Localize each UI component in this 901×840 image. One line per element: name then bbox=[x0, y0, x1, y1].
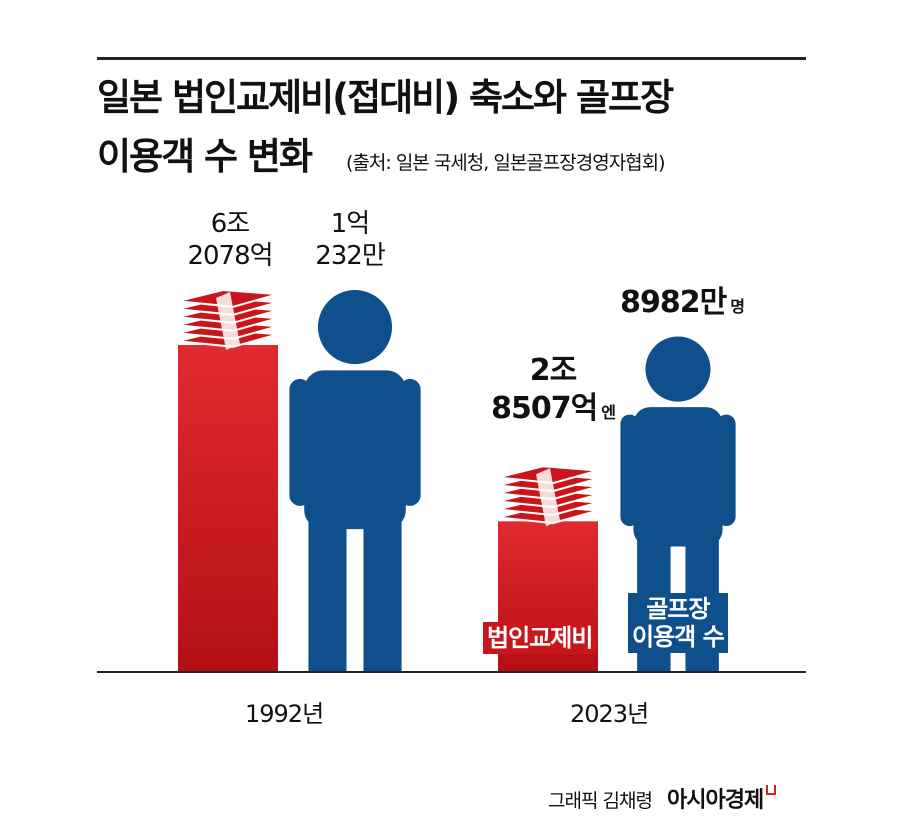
value-label-golf-2023-line1: 8982만 bbox=[620, 285, 727, 320]
value-label-expense-2023: 2조 8507억 엔 bbox=[478, 352, 628, 432]
bar-expense-1992년 bbox=[178, 345, 278, 671]
graphic-credit: 그래픽 김채령 bbox=[548, 790, 653, 812]
money-stack-icon bbox=[497, 465, 599, 527]
person-icon bbox=[289, 290, 421, 671]
chart-title-line1: 일본 법인교제비(접대비) 축소와 골프장 bbox=[97, 76, 674, 119]
chart-source: (출처: 일본 국세청, 일본골프장경영자협회) bbox=[346, 152, 666, 174]
value-label-golf-2023-unit: 명 bbox=[730, 297, 745, 316]
chart-title-line2: 이용객 수 변화 bbox=[97, 135, 313, 178]
x-axis-line bbox=[97, 671, 806, 673]
value-label-expense-2023-line2: 8507억 bbox=[491, 391, 598, 426]
value-label-expense-1992: 6조 2078억 bbox=[180, 208, 280, 272]
value-label-golf-1992-line2: 232만 bbox=[315, 241, 386, 271]
series-label-golf-line2: 이용객 수 bbox=[632, 623, 725, 651]
money-stack-icon bbox=[177, 288, 279, 350]
x-tick-1992: 1992년 bbox=[245, 700, 324, 728]
value-label-golf-2023: 8982만 명 bbox=[602, 284, 762, 326]
value-label-expense-1992-line2: 2078억 bbox=[187, 241, 273, 271]
x-tick-2023: 2023년 bbox=[570, 700, 649, 728]
value-label-expense-2023-line1: 2조 bbox=[529, 353, 577, 388]
footer: 그래픽 김채령 아시아경제 bbox=[548, 782, 777, 814]
series-label-expense: 법인교제비 bbox=[483, 622, 597, 654]
brand-mark-icon bbox=[766, 785, 777, 795]
series-label-golf-line1: 골프장 bbox=[646, 595, 710, 623]
value-label-golf-1992-line1: 1억 bbox=[330, 209, 370, 239]
value-label-expense-1992-line1: 6조 bbox=[210, 209, 250, 239]
brand-logo: 아시아경제 bbox=[667, 788, 764, 813]
chart-title-line2-wrap: 이용객 수 변화 bbox=[97, 126, 313, 180]
series-label-golf: 골프장 이용객 수 bbox=[628, 593, 728, 653]
top-rule bbox=[97, 57, 806, 60]
value-label-golf-1992: 1억 232만 bbox=[300, 208, 400, 272]
value-label-expense-2023-unit: 엔 bbox=[601, 403, 616, 422]
